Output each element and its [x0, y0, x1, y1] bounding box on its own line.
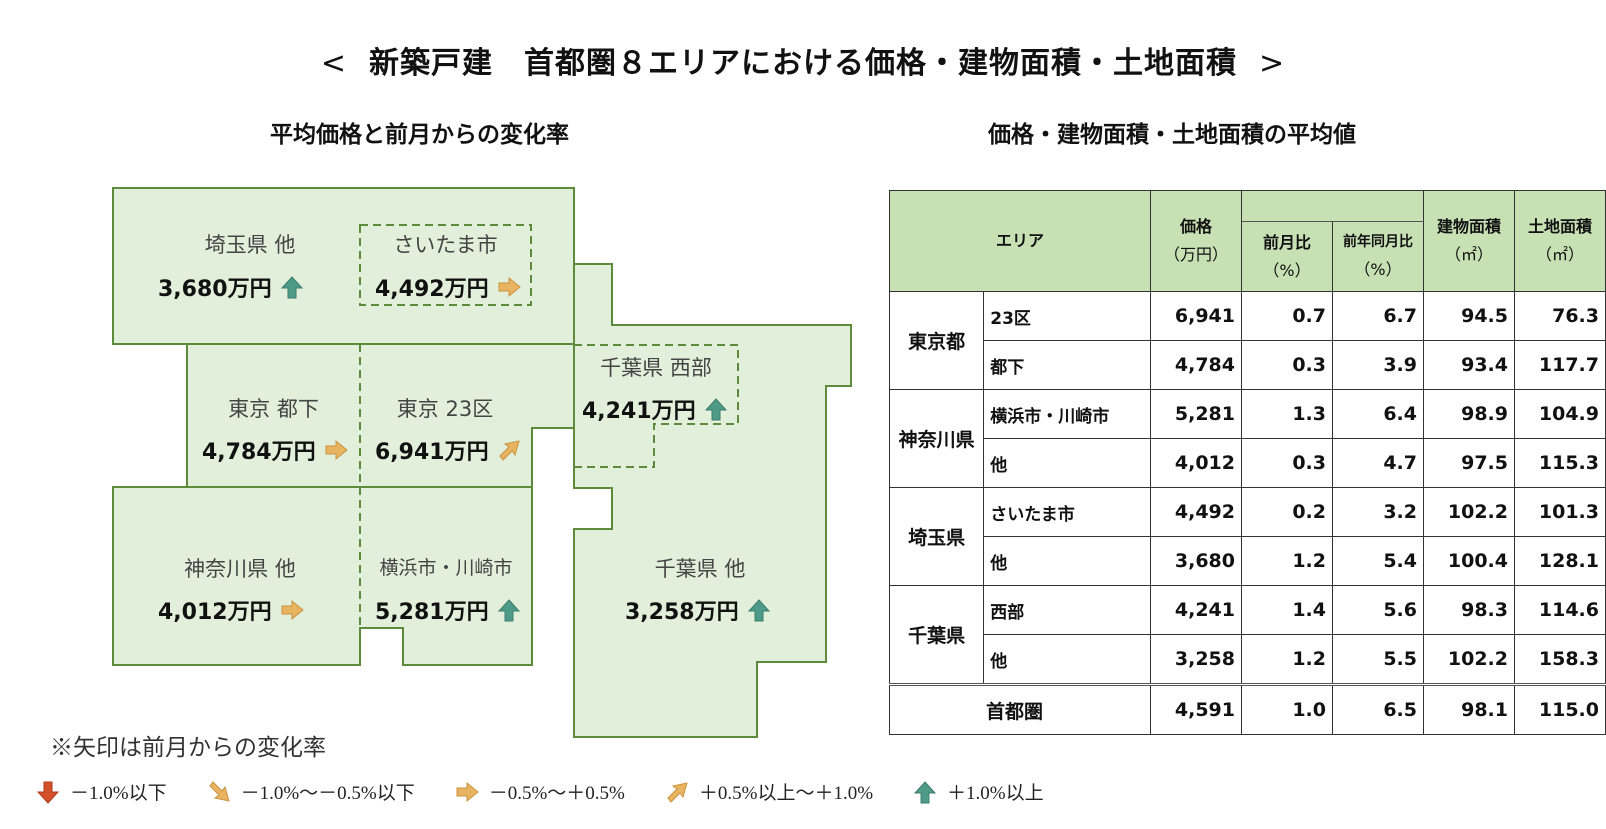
table-row: 埼玉県 さいたま市 4,492 0.2 3.2 102.2 101.3: [888, 487, 1606, 586]
table-row: 千葉県 西部 4,241 1.4 5.6 98.3 114.6: [888, 585, 1606, 685]
map-region-chiba: [573, 263, 852, 738]
table-row-total: 首都圏 4,591 1.0 6.5 98.1 115.0: [889, 683, 1606, 735]
arrow-up-icon: [497, 599, 520, 622]
table-row: 神奈川県 横浜市・川崎市 5,281 1.3 6.4 98.9 104.9: [888, 389, 1606, 488]
header-mom: 前月比 （%）: [1241, 221, 1333, 292]
region-price-chiba-west: 4,241万円: [582, 393, 728, 425]
region-label-kanagawa-other: 神奈川県 他: [184, 557, 296, 581]
header-change-group: [1241, 190, 1424, 222]
table-row: 他 4,012 0.3 4.7 97.5 115.3: [890, 438, 1606, 488]
region-label-tokyo-toka: 東京 都下: [228, 397, 319, 421]
region-label-tokyo-23ku: 東京 23区: [396, 397, 494, 421]
map-region-kanagawa: [112, 486, 533, 666]
legend-item-down-right: －1.0%～－0.5%以下: [207, 778, 415, 805]
region-label-saitama-city: さいたま市: [393, 233, 498, 257]
map-border-saitama-city: [359, 224, 532, 306]
legend-item-right: －0.5%～＋0.5%: [455, 778, 625, 805]
arrow-down-icon: [36, 781, 60, 804]
arrow-right-icon: [498, 276, 521, 298]
table-row: 他 3,680 1.2 5.4 100.4 128.1: [890, 536, 1606, 586]
header-area: エリア: [889, 190, 1151, 292]
arrow-up-right-icon: [667, 781, 688, 803]
title-right-bracket: >: [1259, 46, 1286, 81]
table-row: 他 3,258 1.2 5.5 102.2 158.3: [890, 634, 1606, 685]
table-row: 都下 4,784 0.3 3.9 93.4 117.7: [890, 340, 1606, 390]
legend-item-up: ＋1.0%以上: [913, 778, 1044, 805]
arrow-down-right-icon: [208, 780, 230, 802]
arrow-up-right-icon: [498, 440, 520, 461]
header-land: 土地面積 （㎡）: [1514, 190, 1606, 292]
average-values-table: エリア 価格 （万円） 建物面積 （㎡） 土地面積 （㎡） 前月比 （%） 前年同月比（…: [888, 190, 1606, 735]
arrow-up-icon: [280, 276, 303, 299]
region-label-yokohama-kawasaki: 横浜市・川崎市: [379, 557, 513, 579]
map-section-title: 平均価格と前月からの変化率: [270, 122, 569, 148]
region-price-kanagawa-other: 4,012万円: [158, 594, 304, 626]
arrow-up-icon: [747, 599, 770, 622]
arrow-right-icon: [456, 781, 479, 802]
arrow-right-icon: [281, 599, 304, 621]
legend-item-down: －1.0%以下: [36, 778, 167, 805]
region-price-saitama-other: 3,680万円: [158, 271, 304, 303]
header-price: 価格 （万円）: [1150, 190, 1242, 292]
map-region-saitama: [112, 187, 575, 345]
region-label-chiba-west: 千葉県 西部: [600, 356, 712, 380]
region-price-chiba-other: 3,258万円: [625, 594, 771, 626]
table-row: 東京都 23区 6,941 0.7 6.7 94.5 76.3: [888, 291, 1606, 390]
region-price-saitama-city: 4,492万円: [375, 271, 521, 303]
arrow-legend: －1.0%以下 －1.0%～－0.5%以下 －0.5%～＋0.5% ＋0.5%以…: [36, 778, 1084, 805]
arrow-right-icon: [325, 439, 348, 461]
area-map: [112, 187, 852, 738]
arrow-note: ※矢印は前月からの変化率: [50, 735, 326, 761]
region-price-tokyo-toka: 4,784万円: [202, 434, 348, 466]
arrow-up-icon: [704, 398, 727, 421]
table-section-title: 価格・建物面積・土地面積の平均値: [988, 122, 1356, 148]
title-left-bracket: <: [320, 46, 347, 81]
title-text: 新築戸建 首都圏８エリアにおける価格・建物面積・土地面積: [369, 46, 1237, 81]
page-title: < 新築戸建 首都圏８エリアにおける価格・建物面積・土地面積 >: [0, 38, 1606, 82]
arrow-up-icon: [913, 780, 937, 803]
header-building: 建物面積 （㎡）: [1423, 190, 1515, 292]
map-border-chiba-west: [574, 344, 739, 468]
legend-item-up-right: ＋0.5%以上～＋1.0%: [665, 778, 873, 805]
region-label-saitama-other: 埼玉県 他: [204, 233, 296, 257]
region-price-tokyo-23ku: 6,941万円: [375, 434, 521, 466]
header-yoy: 前年同月比 （%）: [1332, 221, 1424, 292]
region-price-yokohama-kawasaki: 5,281万円: [375, 594, 521, 626]
region-label-chiba-other: 千葉県 他: [654, 557, 746, 581]
